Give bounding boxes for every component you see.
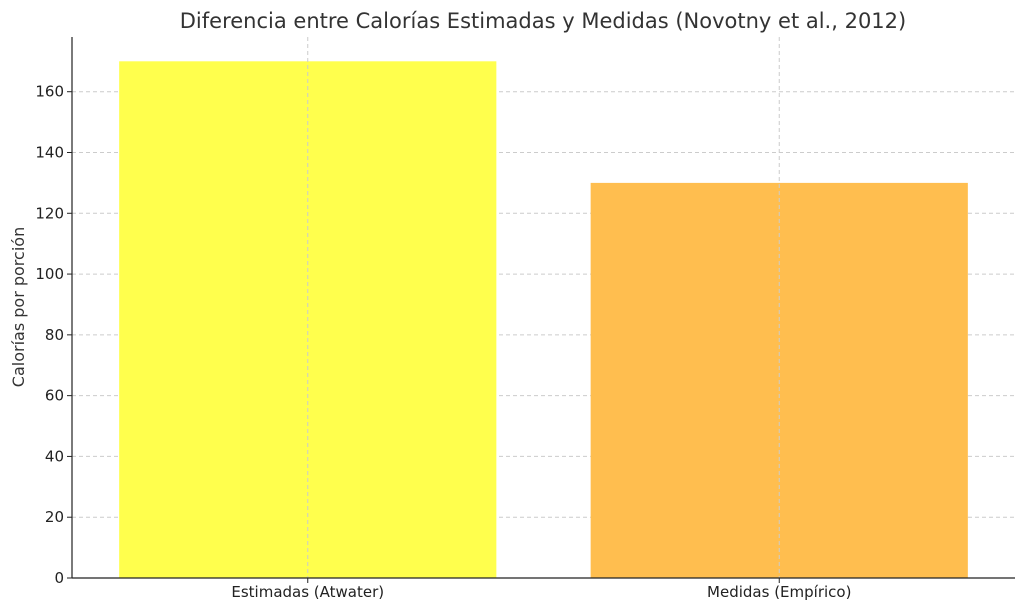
- bars-layer: [119, 37, 968, 579]
- chart-title: Diferencia entre Calorías Estimadas y Me…: [180, 9, 906, 33]
- x-tick-label-1: Medidas (Empírico): [707, 583, 851, 601]
- y-tick-label-100: 100: [35, 265, 64, 283]
- y-tick-label-160: 160: [35, 83, 64, 101]
- y-tick-label-60: 60: [45, 387, 64, 405]
- y-tick-label-80: 80: [45, 326, 64, 344]
- ticks-layer: 0 20 40 60 80 100 120 140 160 Estimadas (Atwater)…: [35, 83, 851, 601]
- y-tick-label-0: 0: [54, 569, 64, 587]
- y-axis-label: Calorías por porción: [9, 227, 28, 387]
- x-tick-label-0: Estimadas (Atwater): [231, 583, 384, 601]
- y-tick-label-120: 120: [35, 204, 64, 222]
- axes-layer: [71, 37, 1015, 579]
- y-tick-label-40: 40: [45, 447, 64, 465]
- y-tick-label-140: 140: [35, 143, 64, 161]
- y-tick-label-20: 20: [45, 508, 64, 526]
